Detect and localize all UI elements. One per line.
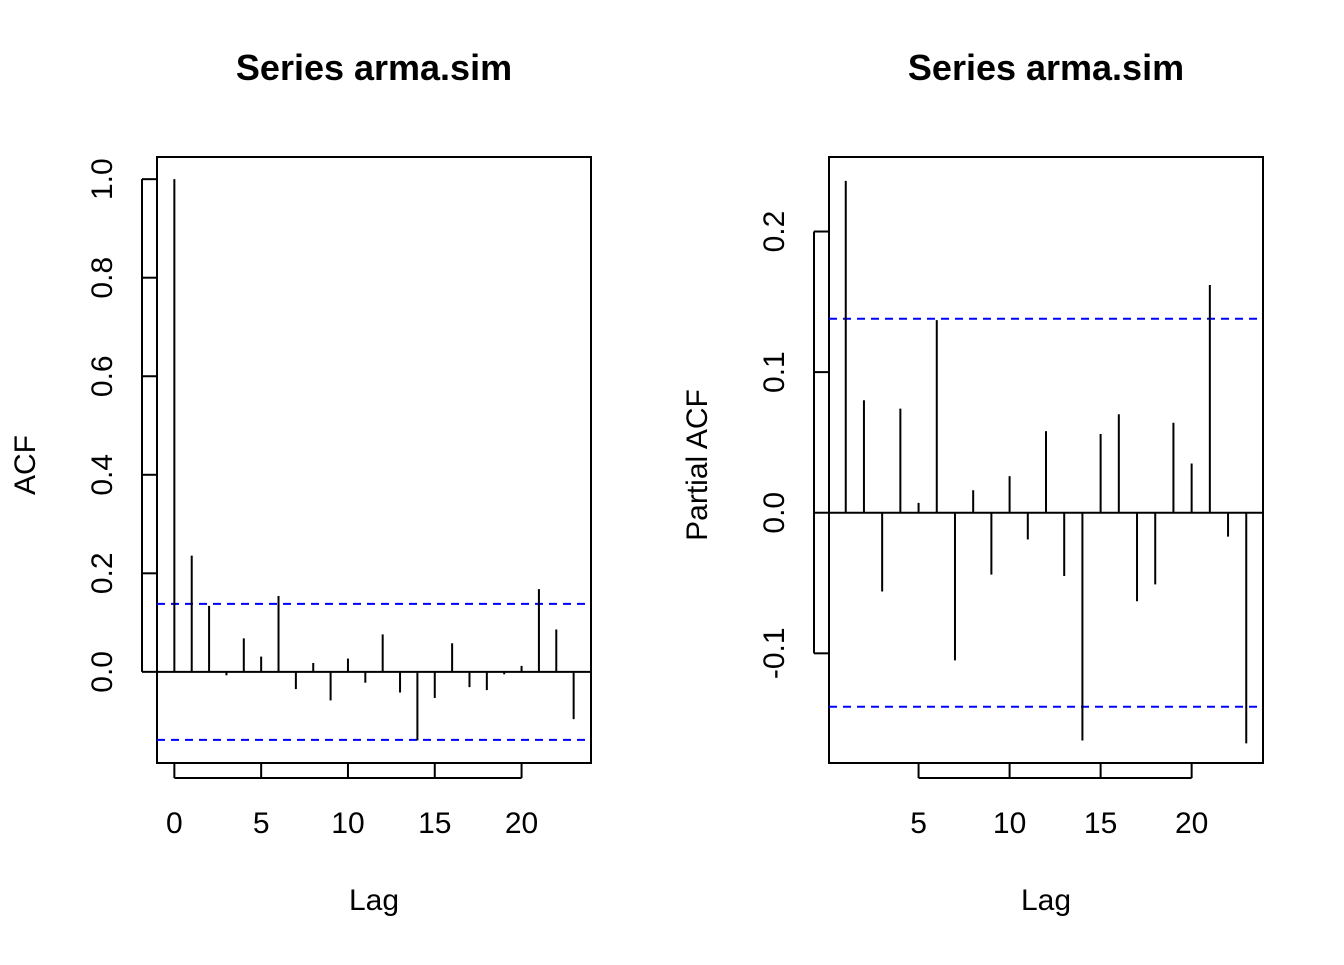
y-tick-label: 0.2 <box>86 552 119 594</box>
chart-title: Series arma.sim <box>908 47 1184 88</box>
x-tick-label: 20 <box>505 807 538 840</box>
y-axis-title: ACF <box>9 435 42 495</box>
y-tick-label: 0.4 <box>86 454 119 496</box>
y-tick-label: 1.0 <box>86 158 119 200</box>
y-axis-title: Partial ACF <box>681 389 714 541</box>
y-tick-label: 0.8 <box>86 257 119 299</box>
pacf-panel: Series arma.sim Lag Partial ACF 5 10 15 20 -… <box>681 47 1264 917</box>
x-tick-label: 0 <box>166 807 183 840</box>
plot-frame <box>828 156 1264 764</box>
x-tick-label: 5 <box>253 807 270 840</box>
x-tick-label: 10 <box>331 807 364 840</box>
y-tick-label: -0.1 <box>758 627 791 679</box>
x-tick-label: 15 <box>418 807 451 840</box>
y-tick-label: 0.6 <box>86 355 119 397</box>
chart-title: Series arma.sim <box>236 47 512 88</box>
x-tick-label: 15 <box>1084 807 1117 840</box>
y-tick-label: 0.2 <box>758 211 791 253</box>
y-tick-label: 0.0 <box>758 492 791 534</box>
plot-frame <box>156 156 592 764</box>
x-axis-title: Lag <box>1021 884 1071 917</box>
x-tick-label: 20 <box>1175 807 1208 840</box>
y-tick-label: 0.0 <box>86 651 119 693</box>
y-tick-label: 0.1 <box>758 351 791 393</box>
acf-panel: Series arma.sim Lag ACF 0 5 10 15 20 0.0 0.2 0.… <box>9 47 592 917</box>
x-axis-title: Lag <box>349 884 399 917</box>
x-tick-label: 10 <box>993 807 1026 840</box>
x-tick-label: 5 <box>910 807 927 840</box>
